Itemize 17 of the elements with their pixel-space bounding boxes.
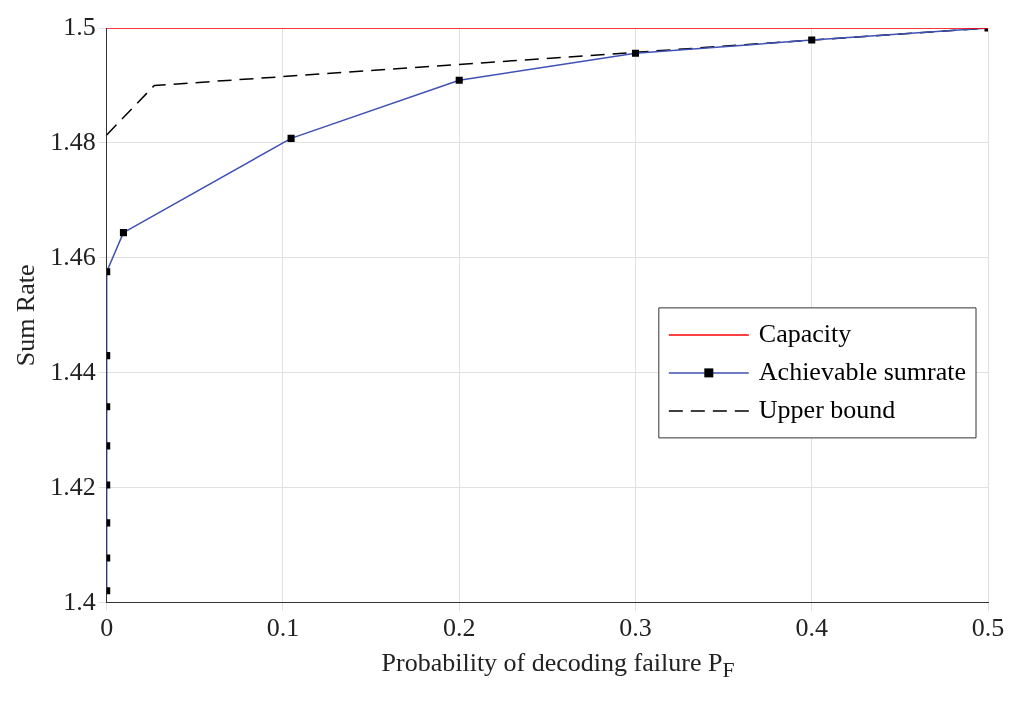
x-tick-label: 0.1 [266, 613, 300, 643]
legend-label: Achievable sumrate [758, 356, 966, 386]
legend-label: Upper bound [758, 394, 896, 424]
x-tick-label: 0.5 [971, 613, 1005, 643]
y-tick-label: 1.5 [63, 11, 96, 41]
x-tick-label: 0.2 [442, 613, 476, 643]
y-tick-label: 1.44 [50, 356, 96, 386]
legend-label: Capacity [758, 318, 852, 348]
x-tick-label: 0.3 [619, 613, 652, 643]
y-tick-label: 1.48 [50, 126, 96, 156]
x-axis-title: Probability of decoding failure P$_{F}$ [380, 648, 736, 684]
y-tick-label: 1.46 [50, 241, 96, 271]
y-tick-label: 1.4 [63, 586, 96, 616]
y-axis-title: Sum Rate [11, 264, 41, 367]
x-tick-label: 0 [100, 613, 114, 643]
x-tick-label: 0.4 [795, 613, 828, 643]
y-tick-label: 1.42 [50, 471, 96, 501]
